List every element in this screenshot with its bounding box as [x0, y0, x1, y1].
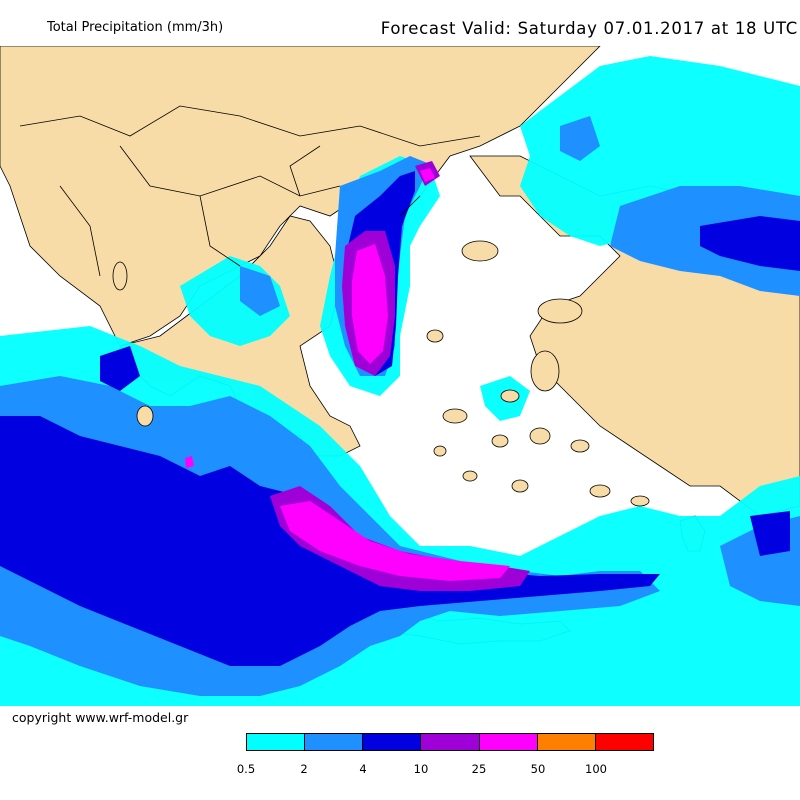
legend-swatch-0.5: [247, 734, 306, 750]
aegean-islands: [112, 240, 650, 507]
map-title: Total Precipitation (mm/3h): [47, 20, 224, 35]
precipitation-map: [0, 46, 800, 706]
precipitation-legend: [246, 733, 654, 751]
legend-label: 50: [530, 762, 546, 776]
legend-label: 2: [300, 762, 308, 776]
legend-swatch-10: [421, 734, 480, 750]
precip-magenta: [185, 168, 510, 581]
country-borders: [19, 105, 481, 277]
legend-label: 0.5: [236, 762, 256, 776]
legend-swatch-2: [305, 734, 364, 750]
legend-label: 10: [413, 762, 429, 776]
legend-label: 4: [359, 762, 367, 776]
legend-swatch-50: [537, 734, 596, 750]
legend-swatch-4: [363, 734, 422, 750]
legend-swatch-25: [479, 734, 538, 750]
legend-label: 25: [471, 762, 487, 776]
copyright-text: copyright www.wrf-model.gr: [12, 710, 189, 725]
legend-swatch-100: [595, 734, 653, 750]
forecast-valid-time: Forecast Valid: Saturday 07.01.2017 at 1…: [380, 19, 798, 38]
legend-label: 100: [585, 762, 607, 776]
